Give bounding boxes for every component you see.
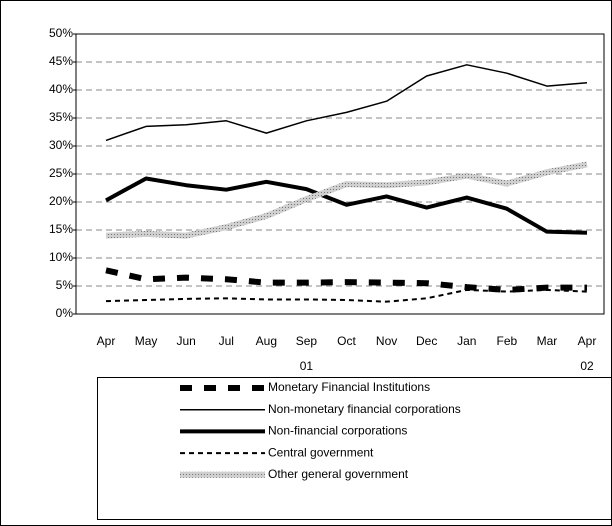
y-tick-label: 20% [49,194,73,208]
x-tick-label: Dec [416,334,437,348]
legend-label: Non-financial corporations [268,424,407,438]
x-tick-label: Apr [578,334,597,348]
legend-label: Central government [268,445,374,459]
x-tick-label: Aug [256,334,277,348]
x-tick-sublabel: 01 [300,359,314,373]
legend-label: Non-monetary financial corporations [268,402,461,416]
y-tick-label: 25% [49,166,73,180]
y-tick-label: 50% [49,26,73,40]
x-tick-label: Jul [219,334,234,348]
y-tick-label: 10% [49,250,73,264]
x-tick-label: Apr [97,334,116,348]
series-line [105,64,588,142]
x-tick-label: Nov [376,334,397,348]
y-tick-label: 45% [49,54,73,68]
series-line [105,176,588,235]
x-tick-label: May [135,334,158,348]
y-tick-label: 15% [49,222,73,236]
legend-label: Monetary Financial Institutions [268,380,430,394]
x-tick-sublabel: 02 [580,359,594,373]
series-line [105,288,588,303]
x-tick-label: Sep [296,334,318,348]
x-tick-label: Mar [537,334,558,348]
y-tick-label: 35% [49,110,73,124]
y-tick-label: 0% [56,306,74,320]
x-tick-label: Oct [337,334,356,348]
x-tick-label: Jan [457,334,476,348]
y-tick-label: 5% [56,278,74,292]
y-tick-label: 30% [49,138,73,152]
plot-border [75,33,605,315]
x-tick-label: Feb [496,334,517,348]
series-line [105,267,587,293]
series-line [105,161,588,239]
x-tick-label: Jun [176,334,195,348]
y-tick-label: 40% [49,82,73,96]
legend-label: Other general government [268,467,409,481]
